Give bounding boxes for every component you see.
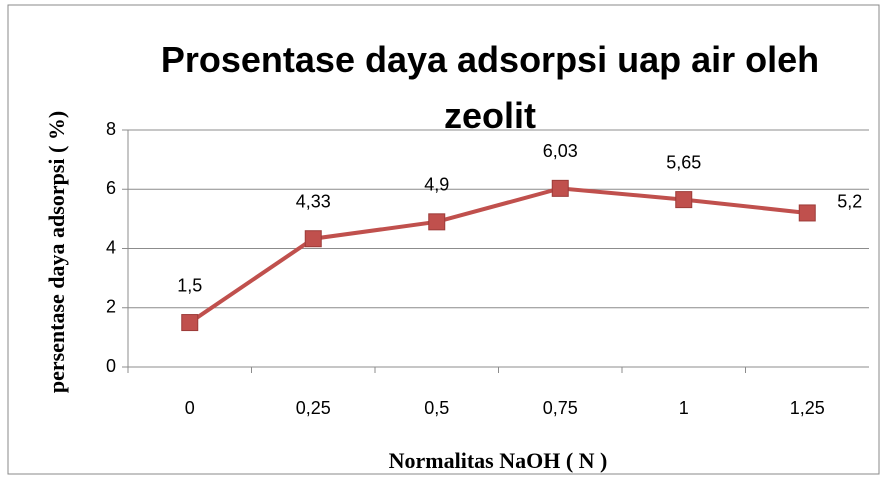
x-tick-label: 0,25 bbox=[296, 398, 331, 418]
data-label: 5,65 bbox=[666, 152, 701, 172]
data-label: 5,2 bbox=[837, 192, 862, 212]
marker bbox=[304, 230, 322, 248]
data-label: 4,9 bbox=[424, 175, 449, 195]
series-line bbox=[188, 186, 808, 325]
marker bbox=[551, 179, 569, 197]
x-tick-label: 1,25 bbox=[790, 398, 825, 418]
x-tick-label: 1 bbox=[679, 398, 689, 418]
chart-border bbox=[7, 4, 880, 475]
y-tick-label: 8 bbox=[106, 119, 116, 139]
y-tick-label: 0 bbox=[106, 356, 116, 376]
marker bbox=[181, 314, 199, 332]
x-tick-label: 0,5 bbox=[424, 398, 449, 418]
y-tick-label: 4 bbox=[106, 237, 116, 257]
data-label: 1,5 bbox=[177, 275, 202, 295]
x-tick-label: 0 bbox=[185, 398, 195, 418]
x-tick-label: 0,75 bbox=[543, 398, 578, 418]
y-tick-label: 6 bbox=[106, 178, 116, 198]
marker bbox=[798, 204, 816, 222]
marker bbox=[428, 213, 446, 231]
chart-title: Prosentase daya adsorpsi uap air oleh ze… bbox=[160, 39, 820, 136]
marker bbox=[675, 191, 693, 209]
y-axis-label: persentase daya adsorpsi ( %) bbox=[44, 110, 69, 394]
data-label: 4,33 bbox=[296, 191, 331, 211]
y-tick-label: 2 bbox=[106, 297, 116, 317]
data-label: 6,03 bbox=[543, 141, 578, 161]
x-axis-label: Normalitas NaOH ( N ) bbox=[388, 448, 608, 473]
